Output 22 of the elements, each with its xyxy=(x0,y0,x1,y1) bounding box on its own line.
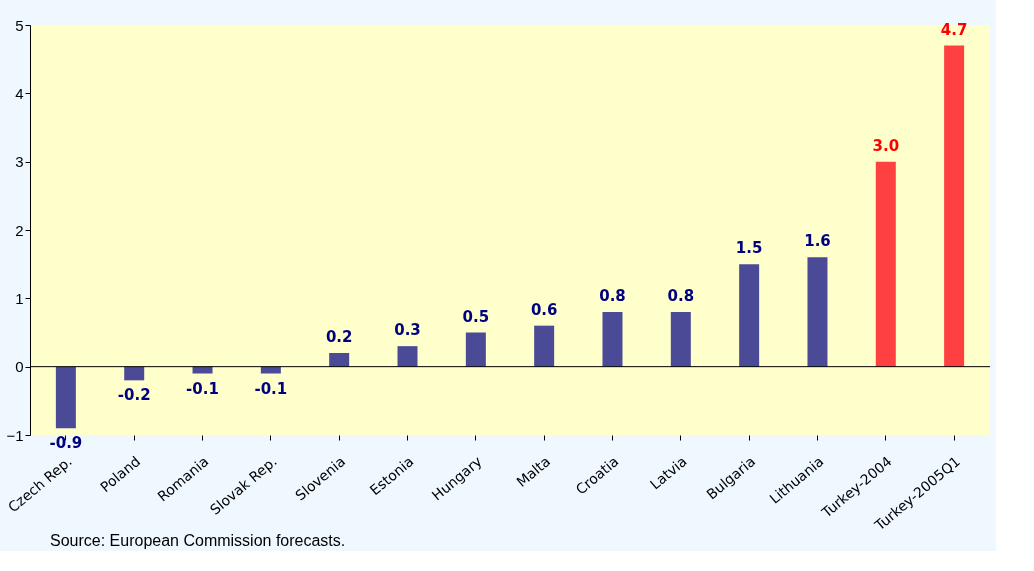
data-label: 0.5 xyxy=(462,307,490,326)
data-label: 1.6 xyxy=(804,232,831,251)
data-label: -0.2 xyxy=(117,386,151,405)
data-label: -0.9 xyxy=(49,434,83,453)
data-label: 0.3 xyxy=(394,321,421,340)
data-label: 4.7 xyxy=(940,20,968,39)
y-tick-label: −1 xyxy=(6,426,24,444)
y-tick-label: 0 xyxy=(15,358,24,376)
y-tick-label: 1 xyxy=(15,289,24,307)
source-note: Source: European Commission forecasts. xyxy=(50,532,346,549)
data-label: 0.8 xyxy=(599,287,626,305)
y-tick-label: 2 xyxy=(15,221,24,239)
data-label: 0.2 xyxy=(325,328,353,346)
y-tick-label: 5 xyxy=(15,16,24,34)
data-label: 1.5 xyxy=(735,239,763,258)
y-tick-label: 3 xyxy=(15,153,24,171)
data-label: 0.6 xyxy=(530,300,558,319)
data-label: 3.0 xyxy=(872,136,900,155)
data-label: 0.8 xyxy=(667,287,695,305)
data-label: -0.1 xyxy=(254,379,288,398)
data-label: -0.1 xyxy=(186,379,219,398)
y-tick-label: 4 xyxy=(15,84,24,102)
